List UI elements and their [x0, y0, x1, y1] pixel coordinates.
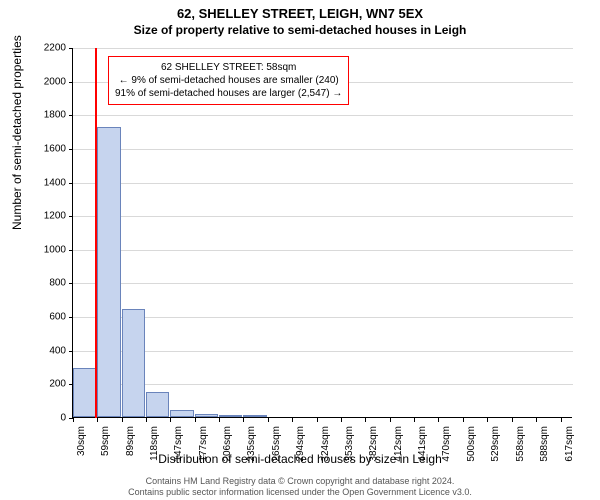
x-tick-mark — [390, 418, 391, 422]
y-tick-label: 600 — [49, 312, 66, 323]
gridline — [73, 317, 573, 318]
x-tick-mark — [561, 418, 562, 422]
x-tick-mark — [365, 418, 366, 422]
y-tick-label: 1800 — [44, 110, 66, 121]
y-tick-mark — [69, 149, 73, 150]
x-tick-label: 89sqm — [125, 426, 136, 456]
x-tick-label: 529sqm — [490, 426, 501, 462]
x-tick-mark — [268, 418, 269, 422]
y-axis-label: Number of semi-detached properties — [10, 35, 24, 230]
plot-region: 62 SHELLEY STREET: 58sqm← 9% of semi-det… — [72, 48, 572, 418]
y-tick-label: 400 — [49, 345, 66, 356]
histogram-bar — [170, 410, 194, 417]
x-tick-label: 500sqm — [466, 426, 477, 462]
y-tick-mark — [69, 183, 73, 184]
x-tick-label: 147sqm — [173, 426, 184, 462]
x-tick-mark — [195, 418, 196, 422]
x-tick-mark — [122, 418, 123, 422]
x-tick-mark — [536, 418, 537, 422]
x-tick-label: 617sqm — [564, 426, 575, 462]
x-tick-label: 59sqm — [100, 426, 111, 456]
histogram-bar — [73, 368, 96, 417]
histogram-bar — [97, 127, 121, 417]
x-tick-label: 235sqm — [246, 426, 257, 462]
infobox-line2: ← 9% of semi-detached houses are smaller… — [115, 74, 342, 87]
y-tick-mark — [69, 317, 73, 318]
x-tick-label: 382sqm — [368, 426, 379, 462]
x-tick-label: 412sqm — [393, 426, 404, 462]
x-tick-mark — [487, 418, 488, 422]
infobox-line1: 62 SHELLEY STREET: 58sqm — [115, 61, 342, 74]
x-tick-mark — [414, 418, 415, 422]
y-tick-mark — [69, 216, 73, 217]
y-tick-label: 800 — [49, 278, 66, 289]
y-tick-label: 1000 — [44, 244, 66, 255]
y-tick-label: 1200 — [44, 211, 66, 222]
x-tick-label: 118sqm — [149, 426, 160, 461]
x-tick-mark — [317, 418, 318, 422]
x-tick-label: 206sqm — [222, 426, 233, 462]
x-tick-mark — [341, 418, 342, 422]
footer-attribution: Contains HM Land Registry data © Crown c… — [0, 476, 600, 498]
gridline — [73, 283, 573, 284]
y-tick-mark — [69, 250, 73, 251]
x-tick-label: 441sqm — [417, 426, 428, 462]
footer-line1: Contains HM Land Registry data © Crown c… — [0, 476, 600, 487]
x-tick-label: 470sqm — [441, 426, 452, 462]
x-tick-mark — [73, 418, 74, 422]
y-tick-label: 200 — [49, 379, 66, 390]
gridline — [73, 115, 573, 116]
x-tick-mark — [97, 418, 98, 422]
histogram-bar — [219, 415, 242, 417]
footer-line2: Contains public sector information licen… — [0, 487, 600, 498]
x-tick-mark — [243, 418, 244, 422]
x-tick-mark — [219, 418, 220, 422]
x-tick-mark — [292, 418, 293, 422]
y-tick-mark — [69, 82, 73, 83]
gridline — [73, 384, 573, 385]
y-tick-mark — [69, 48, 73, 49]
x-tick-mark — [512, 418, 513, 422]
histogram-bar — [243, 415, 267, 417]
x-tick-label: 353sqm — [344, 426, 355, 462]
y-tick-mark — [69, 115, 73, 116]
y-tick-label: 1600 — [44, 143, 66, 154]
x-tick-label: 558sqm — [515, 426, 526, 462]
x-tick-mark — [170, 418, 171, 422]
x-tick-label: 177sqm — [198, 426, 209, 462]
y-tick-label: 0 — [60, 413, 66, 424]
chart-title-main: 62, SHELLEY STREET, LEIGH, WN7 5EX — [0, 0, 600, 21]
gridline — [73, 216, 573, 217]
histogram-bar — [146, 392, 169, 417]
y-tick-mark — [69, 351, 73, 352]
x-tick-label: 324sqm — [320, 426, 331, 462]
y-tick-label: 2000 — [44, 76, 66, 87]
gridline — [73, 149, 573, 150]
gridline — [73, 351, 573, 352]
gridline — [73, 250, 573, 251]
y-tick-label: 2200 — [44, 43, 66, 54]
histogram-bar — [122, 309, 145, 417]
x-tick-mark — [438, 418, 439, 422]
x-tick-label: 265sqm — [271, 426, 282, 462]
histogram-bar — [195, 414, 218, 417]
property-info-box: 62 SHELLEY STREET: 58sqm← 9% of semi-det… — [108, 56, 349, 105]
infobox-line3: 91% of semi-detached houses are larger (… — [115, 87, 342, 100]
y-tick-mark — [69, 283, 73, 284]
y-tick-label: 1400 — [44, 177, 66, 188]
x-tick-label: 30sqm — [76, 426, 87, 456]
chart-area: 62 SHELLEY STREET: 58sqm← 9% of semi-det… — [72, 48, 572, 418]
gridline — [73, 183, 573, 184]
x-tick-mark — [463, 418, 464, 422]
x-tick-label: 294sqm — [295, 426, 306, 462]
x-tick-mark — [146, 418, 147, 422]
gridline — [73, 48, 573, 49]
x-tick-label: 588sqm — [539, 426, 550, 462]
property-marker-line — [95, 48, 97, 418]
chart-title-sub: Size of property relative to semi-detach… — [0, 21, 600, 37]
